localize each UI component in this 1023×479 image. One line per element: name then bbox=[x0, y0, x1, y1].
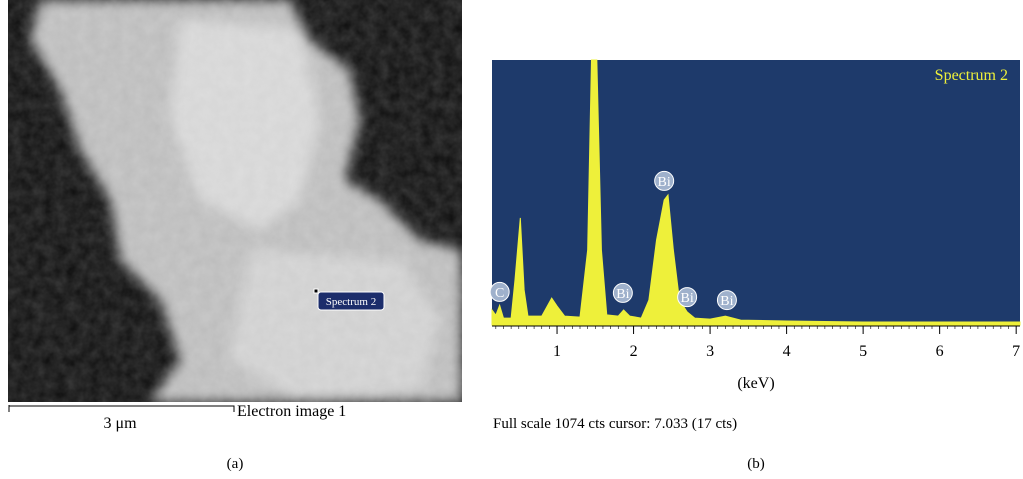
scale-bar bbox=[9, 405, 234, 412]
scale-bar-label: 3 μm bbox=[103, 415, 137, 432]
x-axis-label: (keV) bbox=[737, 375, 774, 392]
peak-label: C bbox=[495, 286, 504, 301]
figure: Spectrum 2 3 μm Electron image 1 (a) (ke… bbox=[0, 0, 1023, 474]
x-tick-label: 1 bbox=[553, 343, 561, 360]
peak-label: Bi bbox=[720, 294, 733, 309]
footer: Full scale 1074 cts cursor: 7.033 (17 ct… bbox=[493, 416, 737, 432]
x-tick-label: 6 bbox=[936, 343, 944, 360]
x-tick-label: 3 bbox=[706, 343, 714, 360]
x-tick-label: 7 bbox=[1012, 343, 1020, 360]
peak-label: Bi bbox=[616, 287, 629, 302]
x-tick-label: 4 bbox=[783, 343, 791, 360]
region-label: Spectrum 2 bbox=[326, 296, 376, 308]
plot-background bbox=[492, 60, 1020, 325]
x-tick-label: 2 bbox=[630, 343, 638, 360]
peak-label: Bi bbox=[681, 291, 694, 306]
electron-image: Spectrum 2 bbox=[8, 0, 462, 402]
peak-label: Bi bbox=[658, 175, 671, 190]
caption-a: (a) bbox=[227, 456, 244, 472]
image-title: Electron image 1 bbox=[237, 403, 346, 420]
x-tick-label: 5 bbox=[859, 343, 867, 360]
legend-entry: Spectrum 2 bbox=[935, 67, 1008, 84]
page: {"image_a": {"region_label": "Spectrum 2… bbox=[0, 0, 1023, 474]
caption-b: (b) bbox=[747, 456, 765, 472]
